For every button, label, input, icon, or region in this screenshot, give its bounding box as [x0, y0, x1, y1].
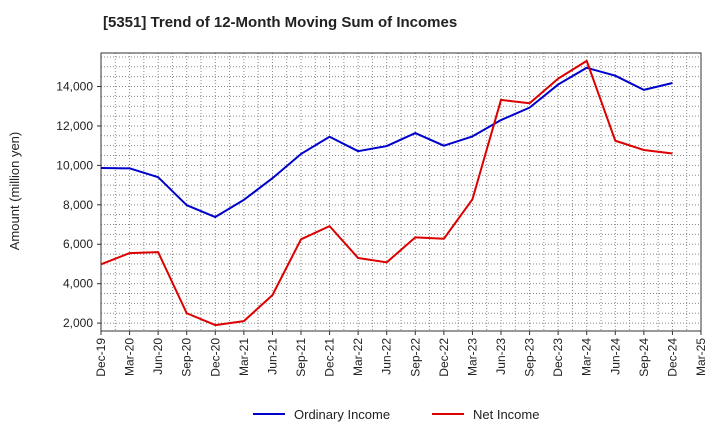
- x-tick-label: Mar-25: [694, 338, 708, 376]
- legend-item: Net Income: [432, 407, 539, 422]
- x-tick-label: Mar-23: [465, 338, 479, 376]
- x-tick-label: Sep-21: [294, 338, 308, 377]
- y-tick-label: 12,000: [56, 119, 93, 133]
- x-tick-label: Dec-24: [665, 338, 679, 377]
- y-tick-label: 8,000: [63, 198, 93, 212]
- y-tick-label: 6,000: [63, 237, 93, 251]
- y-tick-label: 14,000: [56, 80, 93, 94]
- x-tick-label: Dec-20: [208, 338, 222, 377]
- x-tick-label: Dec-19: [94, 338, 108, 377]
- legend-label: Ordinary Income: [294, 407, 390, 422]
- x-tick-label: Dec-21: [323, 338, 337, 377]
- y-tick-label: 2,000: [63, 316, 93, 330]
- x-tick-label: Sep-24: [637, 338, 651, 377]
- legend-label: Net Income: [473, 407, 539, 422]
- x-tick-label: Jun-21: [265, 338, 279, 375]
- series-line-net-income: [100, 59, 673, 327]
- x-tick-label: Jun-24: [608, 338, 622, 375]
- legend: Ordinary Income Net Income: [253, 407, 539, 422]
- x-tick-label: Sep-20: [180, 338, 194, 377]
- x-tick-label: Sep-22: [408, 338, 422, 377]
- series-line-ordinary-income: [100, 66, 673, 219]
- plot-area: [100, 52, 702, 332]
- x-tick-label: Jun-20: [151, 338, 165, 375]
- grid-lines: [100, 53, 702, 331]
- legend-item: Ordinary Income: [253, 407, 390, 422]
- x-tick-label: Mar-20: [123, 338, 137, 376]
- x-tick-label: Mar-22: [351, 338, 365, 376]
- y-axis-title: Amount (million yen): [7, 132, 22, 251]
- y-axis-ticks: 2,000 4,000 6,000 8,000 10,000 12,000 14,000: [56, 80, 101, 330]
- x-tick-label: Sep-23: [523, 338, 537, 377]
- x-tick-label: Jun-22: [380, 338, 394, 375]
- x-tick-label: Mar-21: [237, 338, 251, 376]
- x-tick-label: Jun-23: [494, 338, 508, 375]
- series-lines: [100, 59, 673, 327]
- x-tick-label: Dec-23: [551, 338, 565, 377]
- x-axis-ticks: Dec-19 Mar-20 Jun-20 Sep-20 Dec-20 Mar-21 Jun-…: [94, 331, 708, 377]
- y-tick-label: 4,000: [63, 277, 93, 291]
- y-tick-label: 10,000: [56, 158, 93, 172]
- chart-title: [5351] Trend of 12-Month Moving Sum of I…: [103, 14, 458, 31]
- x-tick-label: Dec-22: [437, 338, 451, 377]
- x-tick-label: Mar-24: [580, 338, 594, 376]
